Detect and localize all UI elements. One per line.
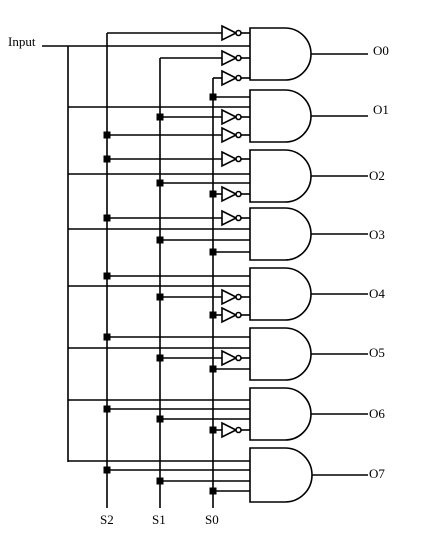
- not-gate-2-S0: [221, 185, 238, 203]
- junction-4-S1: [156, 293, 164, 301]
- junction-3-S1: [156, 236, 164, 244]
- junction-7-S2: [103, 466, 111, 474]
- select-label-s0: S0: [205, 512, 219, 527]
- output-label-o0: O0: [373, 43, 389, 58]
- not-gate-4-S1: [221, 288, 238, 306]
- not-gate-0-S0: [221, 69, 238, 87]
- not-gate-1-S2: [221, 126, 238, 144]
- and-gate-4: [249, 267, 312, 321]
- gate-layer: [221, 24, 313, 503]
- output-label-o5: O5: [369, 345, 385, 360]
- junction-4-S0: [209, 311, 217, 319]
- and-gate-6: [249, 387, 312, 441]
- junction-layer: [103, 93, 217, 495]
- junction-6-S2: [103, 405, 111, 413]
- not-gate-1-S2-bubble: [235, 131, 242, 139]
- junction-5-S0: [209, 365, 217, 373]
- not-gate-0-S1: [221, 49, 238, 67]
- and-gate-1: [249, 89, 312, 143]
- junction-1-S2: [103, 131, 111, 139]
- output-label-o1: O1: [373, 102, 389, 117]
- junction-6-S1: [156, 415, 164, 423]
- not-gate-2-S2-bubble: [235, 155, 242, 163]
- not-gate-5-S1-bubble: [235, 354, 242, 362]
- junction-5-S2: [103, 333, 111, 341]
- not-gate-3-S2: [221, 209, 238, 227]
- output-label-o6: O6: [369, 406, 385, 421]
- junction-3-S0: [209, 248, 217, 256]
- junction-1-S0: [209, 93, 217, 101]
- junction-4-S2: [103, 272, 111, 280]
- not-gate-0-S2-bubble: [235, 29, 242, 37]
- and-gate-7: [249, 447, 313, 503]
- not-gate-1-S1: [221, 108, 238, 126]
- not-gate-5-S1: [221, 349, 238, 367]
- select-label-s2: S2: [100, 512, 114, 527]
- junction-7-S1: [156, 477, 164, 485]
- not-gate-0-S0-bubble: [235, 74, 242, 82]
- not-gate-2-S0-bubble: [235, 190, 242, 198]
- and-gate-0: [249, 27, 312, 81]
- not-gate-1-S1-bubble: [235, 113, 242, 121]
- output-label-o2: O2: [369, 168, 385, 183]
- not-gate-2-S2: [221, 150, 238, 168]
- output-label-o4: O4: [369, 286, 385, 301]
- not-gate-4-S1-bubble: [235, 293, 242, 301]
- output-label-o7: O7: [369, 466, 385, 481]
- and-gate-2: [249, 149, 312, 203]
- and-gate-5: [249, 327, 312, 381]
- not-gate-0-S1-bubble: [235, 54, 242, 62]
- not-gate-4-S0: [221, 306, 238, 324]
- not-gate-6-S0: [221, 421, 238, 439]
- junction-5-S1: [156, 354, 164, 362]
- junction-6-S0: [209, 426, 217, 434]
- junction-1-S1: [156, 113, 164, 121]
- output-label-o3: O3: [369, 227, 385, 242]
- junction-2-S1: [156, 179, 164, 187]
- input-label: Input: [8, 34, 36, 49]
- not-gate-3-S2-bubble: [235, 214, 242, 222]
- and-gate-3: [249, 207, 312, 261]
- wire-layer: [42, 32, 368, 508]
- junction-2-S0: [209, 190, 217, 198]
- select-label-s1: S1: [152, 512, 166, 527]
- junction-2-S2: [103, 155, 111, 163]
- junction-3-S2: [103, 214, 111, 222]
- not-gate-4-S0-bubble: [235, 311, 242, 319]
- not-gate-0-S2: [221, 24, 238, 42]
- junction-7-S0: [209, 487, 217, 495]
- not-gate-6-S0-bubble: [235, 426, 242, 434]
